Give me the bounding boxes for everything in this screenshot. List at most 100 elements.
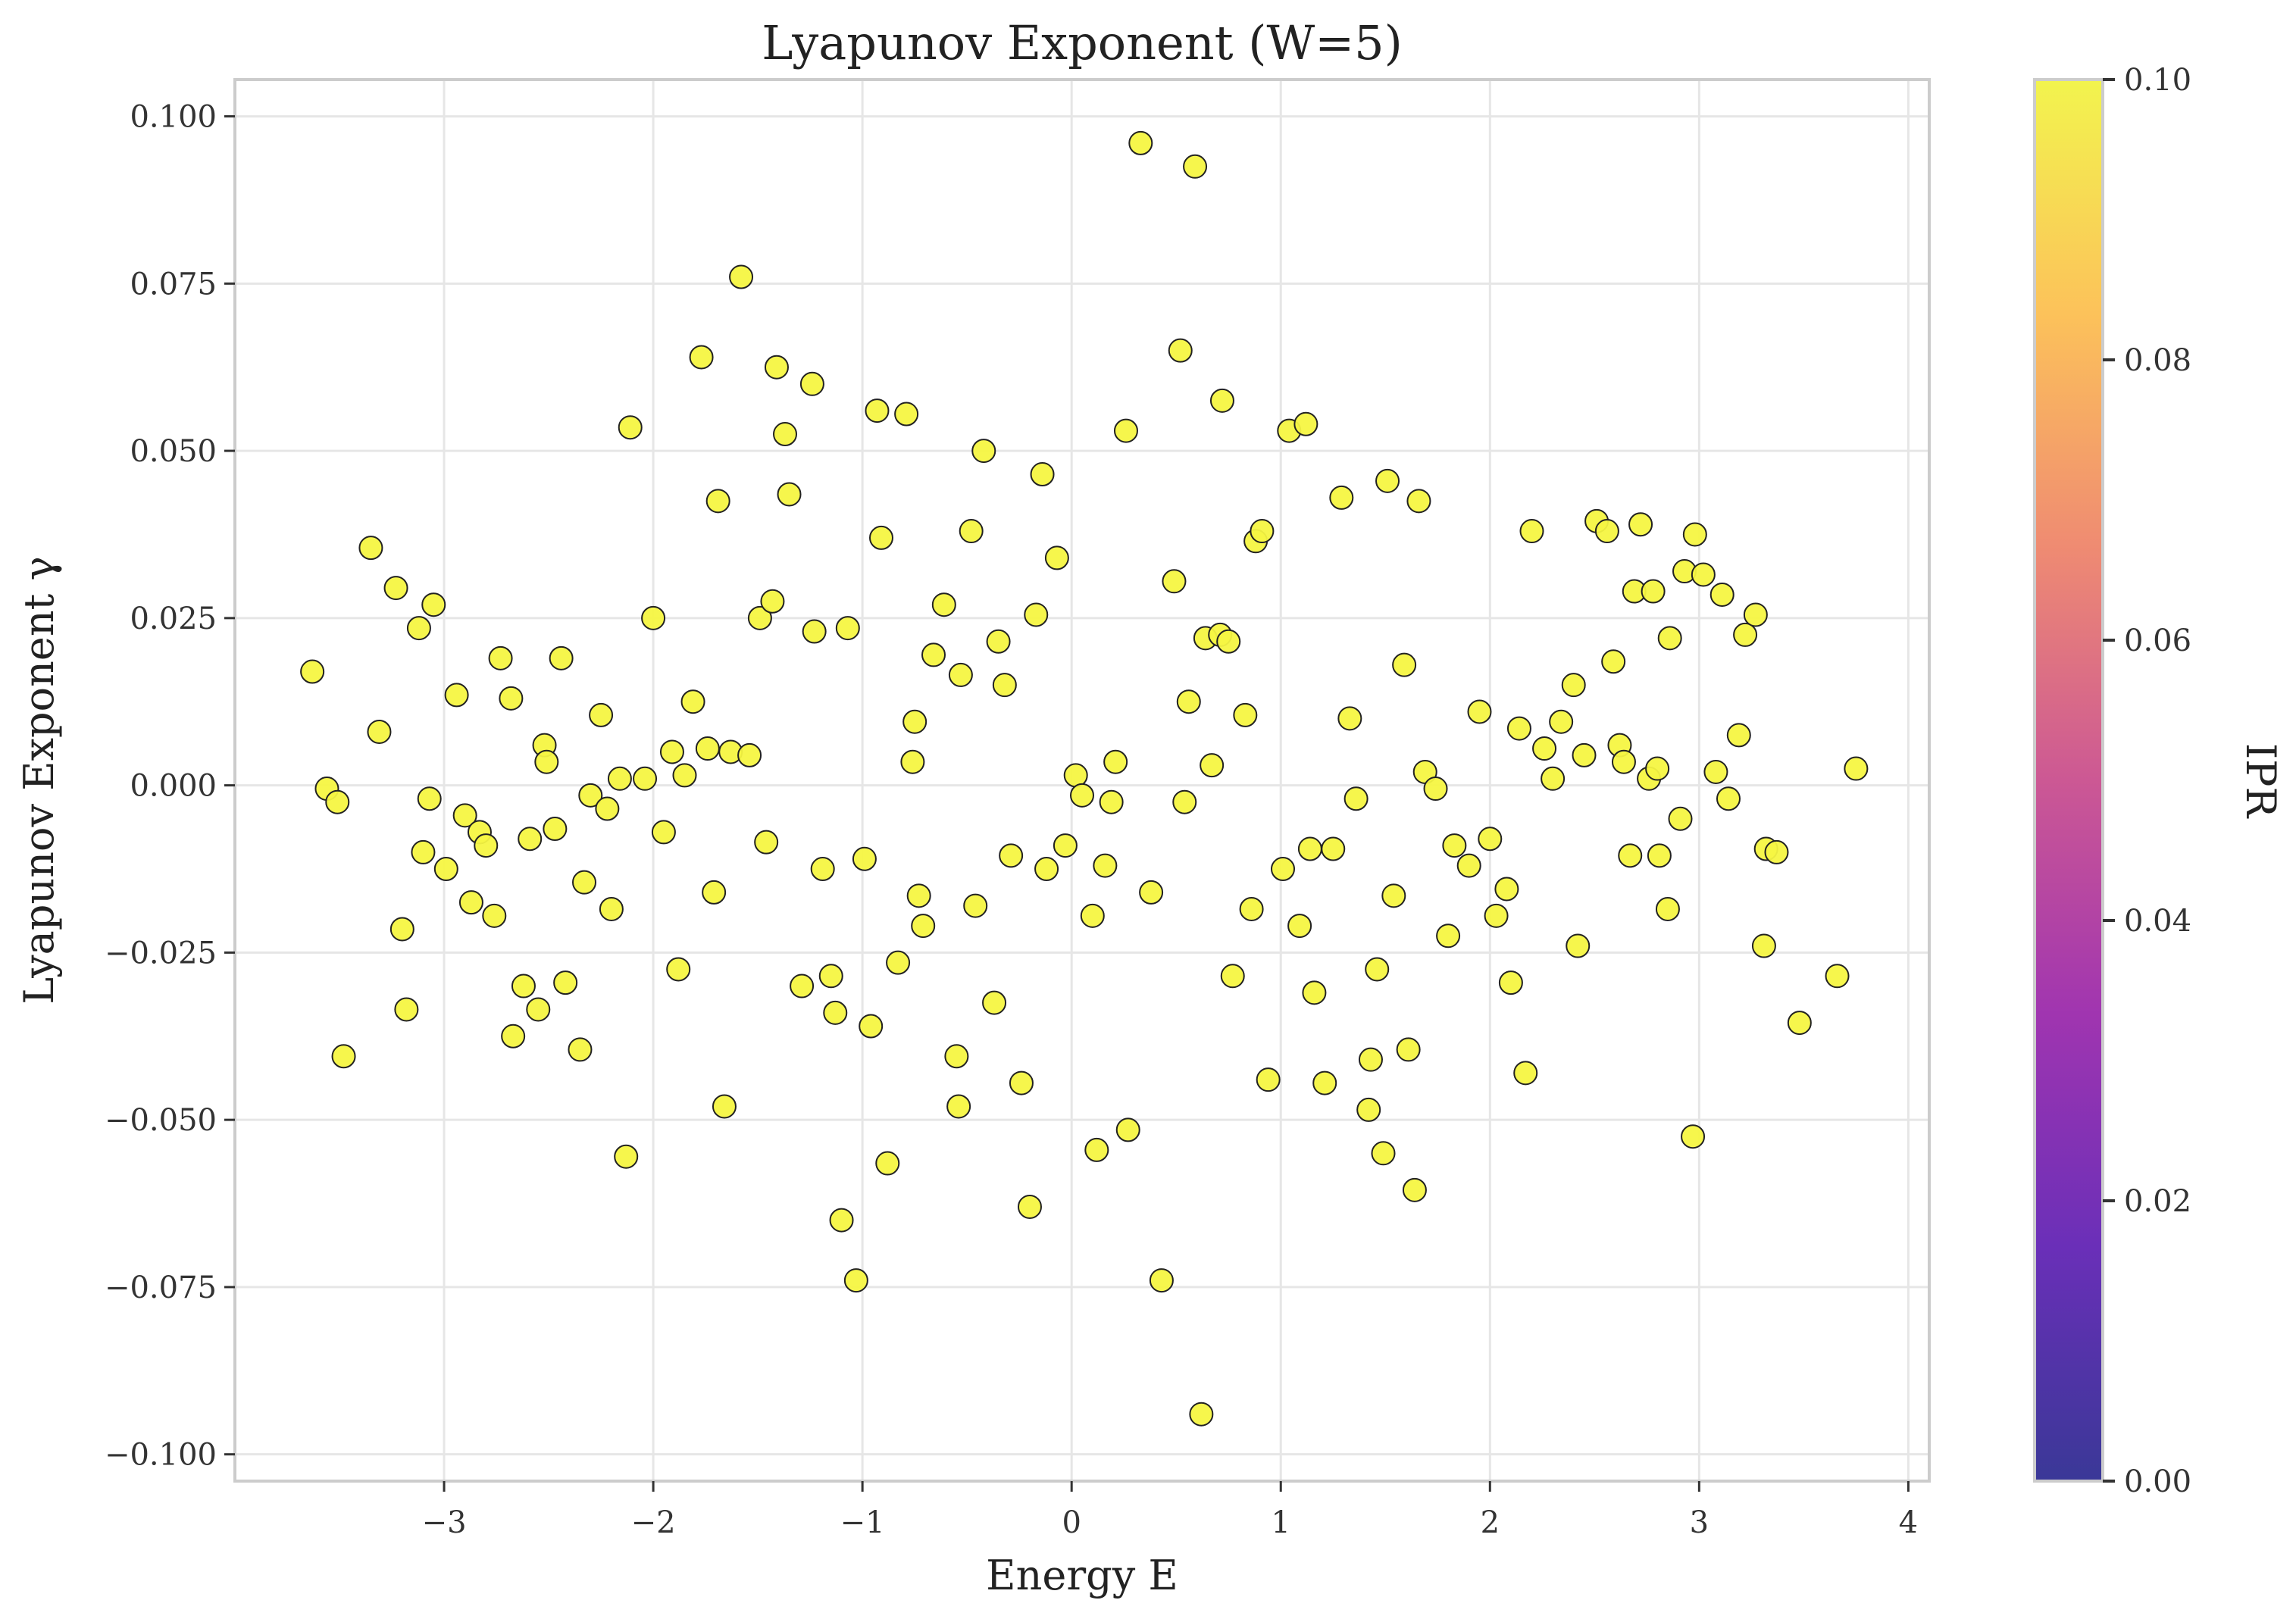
data-point-152 <box>1436 924 1461 949</box>
colorbar-ticks: 0.00 0.02 0.04 0.06 0.08 0.10 <box>2103 63 2191 1499</box>
data-point-84 <box>946 1094 971 1119</box>
data-point-95 <box>1024 602 1049 627</box>
data-point-70 <box>852 846 877 871</box>
data-point-165 <box>1549 709 1574 734</box>
data-point-39 <box>618 415 643 440</box>
data-point-77 <box>900 749 925 774</box>
y-tick-label-6: 0.050 <box>130 434 217 469</box>
data-point-179 <box>1645 756 1670 781</box>
data-point-78 <box>902 709 927 734</box>
data-point-133 <box>1297 836 1322 861</box>
data-point-61 <box>790 974 815 999</box>
data-point-42 <box>651 820 676 845</box>
data-point-121 <box>1209 388 1234 413</box>
data-point-59 <box>773 422 798 447</box>
data-point-144 <box>1375 468 1400 493</box>
data-point-156 <box>1478 827 1503 852</box>
data-point-183 <box>1668 806 1693 831</box>
data-point-173 <box>1611 749 1636 774</box>
data-point-6 <box>383 576 408 601</box>
data-point-199 <box>1844 756 1869 781</box>
x-tick-label-7: 4 <box>1899 1505 1918 1540</box>
data-point-24 <box>518 827 543 852</box>
data-point-136 <box>1321 836 1346 861</box>
x-tick-label-5: 2 <box>1481 1505 1500 1540</box>
data-point-119 <box>1200 753 1225 778</box>
data-point-66 <box>823 1000 848 1025</box>
data-point-88 <box>971 439 996 464</box>
data-point-111 <box>1149 1268 1174 1293</box>
data-point-198 <box>1825 964 1850 989</box>
x-axis-label: Energy E <box>986 1552 1178 1599</box>
data-point-4 <box>358 536 383 561</box>
data-point-194 <box>1751 933 1776 958</box>
colorbar <box>2033 78 2104 1483</box>
data-point-79 <box>906 883 931 908</box>
data-point-127 <box>1250 519 1275 544</box>
points-layer <box>300 130 1869 1427</box>
data-point-155 <box>1467 699 1492 724</box>
data-point-67 <box>829 1208 854 1233</box>
data-point-108 <box>1115 1117 1140 1142</box>
data-point-63 <box>802 619 827 644</box>
data-point-192 <box>1733 622 1758 647</box>
data-point-171 <box>1601 649 1626 674</box>
data-point-149 <box>1406 489 1431 514</box>
data-point-114 <box>1172 789 1197 814</box>
data-point-93 <box>1009 1070 1034 1095</box>
data-point-125 <box>1239 896 1264 921</box>
data-point-50 <box>705 489 730 514</box>
data-point-158 <box>1494 877 1519 902</box>
data-point-109 <box>1128 130 1153 155</box>
data-point-160 <box>1506 716 1531 741</box>
data-point-128 <box>1256 1067 1281 1092</box>
data-point-181 <box>1655 896 1680 921</box>
data-point-154 <box>1456 853 1481 878</box>
data-point-190 <box>1716 786 1741 811</box>
data-point-176 <box>1628 512 1653 537</box>
chart-title: Lyapunov Exponent (W=5) <box>762 15 1403 70</box>
data-point-56 <box>754 830 779 855</box>
y-tick-label-1: −0.075 <box>105 1270 217 1305</box>
data-point-20 <box>488 645 513 670</box>
data-point-182 <box>1657 626 1682 651</box>
data-point-19 <box>482 903 507 928</box>
data-point-22 <box>501 1024 526 1049</box>
data-point-29 <box>549 645 574 670</box>
data-point-80 <box>911 914 936 939</box>
x-tick-label-0: −3 <box>422 1505 467 1540</box>
colorbar-label: IPR <box>2237 743 2285 819</box>
data-point-104 <box>1093 853 1118 878</box>
data-point-47 <box>689 345 714 370</box>
data-point-51 <box>712 1094 737 1119</box>
data-point-69 <box>843 1268 868 1293</box>
data-point-148 <box>1402 1177 1427 1202</box>
data-point-168 <box>1572 742 1597 767</box>
data-point-85 <box>948 662 973 687</box>
data-point-147 <box>1396 1037 1421 1062</box>
data-point-188 <box>1703 759 1728 784</box>
data-point-189 <box>1709 582 1735 607</box>
data-point-187 <box>1691 562 1716 587</box>
data-point-43 <box>659 739 684 764</box>
data-point-40 <box>633 766 658 791</box>
data-point-18 <box>474 833 499 858</box>
data-point-11 <box>417 786 442 811</box>
data-point-34 <box>589 702 614 727</box>
data-point-141 <box>1358 1047 1383 1072</box>
data-point-90 <box>986 629 1011 654</box>
data-point-87 <box>963 893 988 918</box>
data-point-0 <box>300 659 325 684</box>
data-point-15 <box>452 803 477 828</box>
data-point-3 <box>331 1044 356 1069</box>
data-point-151 <box>1423 777 1448 802</box>
data-point-100 <box>1063 763 1088 788</box>
data-point-137 <box>1329 485 1354 510</box>
data-point-131 <box>1287 914 1312 939</box>
data-point-36 <box>599 896 624 921</box>
colorbar-tick-label-2: 0.04 <box>2124 904 2191 939</box>
colorbar-tick-label-0: 0.00 <box>2124 1464 2191 1499</box>
data-point-41 <box>641 605 666 630</box>
data-point-196 <box>1764 839 1789 864</box>
data-point-74 <box>875 1151 900 1176</box>
